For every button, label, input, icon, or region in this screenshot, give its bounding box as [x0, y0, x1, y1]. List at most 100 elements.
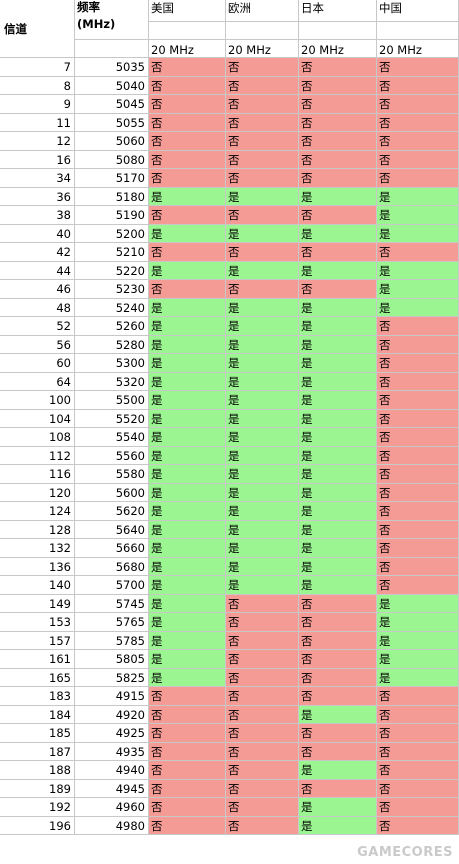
- header-frequency[interactable]: 频率 (MHz): [75, 0, 149, 40]
- cell-allowed-jp[interactable]: 是: [299, 372, 377, 391]
- cell-allowed-eu[interactable]: 是: [226, 372, 299, 391]
- cell-allowed-eu[interactable]: 否: [226, 95, 299, 114]
- cell-allowed-jp[interactable]: 否: [299, 132, 377, 151]
- cell-allowed-cn[interactable]: 否: [377, 428, 459, 447]
- cell-allowed-eu[interactable]: 否: [226, 705, 299, 724]
- cell-allowed-us[interactable]: 是: [149, 446, 226, 465]
- cell-frequency[interactable]: 5055: [75, 113, 149, 132]
- cell-allowed-jp[interactable]: 是: [299, 520, 377, 539]
- cell-allowed-eu[interactable]: 否: [226, 650, 299, 669]
- cell-allowed-cn[interactable]: 是: [377, 206, 459, 225]
- cell-allowed-us[interactable]: 否: [149, 150, 226, 169]
- cell-allowed-eu[interactable]: 否: [226, 280, 299, 299]
- cell-channel[interactable]: 7: [0, 58, 75, 77]
- cell-allowed-eu[interactable]: 否: [226, 687, 299, 706]
- cell-allowed-cn[interactable]: 是: [377, 224, 459, 243]
- cell-allowed-cn[interactable]: 是: [377, 261, 459, 280]
- cell-allowed-eu[interactable]: 是: [226, 298, 299, 317]
- cell-frequency[interactable]: 5300: [75, 354, 149, 373]
- cell-allowed-cn[interactable]: 否: [377, 687, 459, 706]
- cell-channel[interactable]: 165: [0, 668, 75, 687]
- cell-allowed-eu[interactable]: 否: [226, 206, 299, 225]
- cell-allowed-jp[interactable]: 否: [299, 687, 377, 706]
- cell-allowed-cn[interactable]: 是: [377, 631, 459, 650]
- cell-allowed-eu[interactable]: 是: [226, 428, 299, 447]
- cell-allowed-jp[interactable]: 是: [299, 187, 377, 206]
- cell-allowed-jp[interactable]: 否: [299, 58, 377, 77]
- cell-allowed-us[interactable]: 否: [149, 243, 226, 262]
- cell-allowed-cn[interactable]: 否: [377, 779, 459, 798]
- cell-allowed-jp[interactable]: 否: [299, 668, 377, 687]
- cell-allowed-eu[interactable]: 否: [226, 631, 299, 650]
- cell-allowed-cn[interactable]: 否: [377, 520, 459, 539]
- cell-allowed-cn[interactable]: 否: [377, 169, 459, 188]
- cell-allowed-us[interactable]: 是: [149, 594, 226, 613]
- cell-frequency[interactable]: 5660: [75, 539, 149, 558]
- cell-frequency[interactable]: 5040: [75, 76, 149, 95]
- cell-frequency[interactable]: 5170: [75, 169, 149, 188]
- cell-allowed-eu[interactable]: 否: [226, 58, 299, 77]
- cell-allowed-cn[interactable]: 否: [377, 761, 459, 780]
- cell-channel[interactable]: 140: [0, 576, 75, 595]
- cell-allowed-us[interactable]: 是: [149, 335, 226, 354]
- cell-allowed-eu[interactable]: 否: [226, 613, 299, 632]
- cell-channel[interactable]: 185: [0, 724, 75, 743]
- cell-allowed-jp[interactable]: 是: [299, 354, 377, 373]
- cell-allowed-us[interactable]: 是: [149, 483, 226, 502]
- cell-allowed-jp[interactable]: 是: [299, 317, 377, 336]
- cell-allowed-us[interactable]: 是: [149, 224, 226, 243]
- cell-allowed-jp[interactable]: 是: [299, 428, 377, 447]
- cell-allowed-us[interactable]: 否: [149, 58, 226, 77]
- cell-allowed-us[interactable]: 是: [149, 539, 226, 558]
- cell-allowed-us[interactable]: 是: [149, 354, 226, 373]
- cell-allowed-eu[interactable]: 是: [226, 576, 299, 595]
- cell-allowed-cn[interactable]: 否: [377, 576, 459, 595]
- cell-channel[interactable]: 12: [0, 132, 75, 151]
- cell-allowed-cn[interactable]: 否: [377, 354, 459, 373]
- cell-allowed-jp[interactable]: 否: [299, 150, 377, 169]
- cell-channel[interactable]: 34: [0, 169, 75, 188]
- cell-frequency[interactable]: 5280: [75, 335, 149, 354]
- cell-channel[interactable]: 48: [0, 298, 75, 317]
- cell-frequency[interactable]: 5600: [75, 483, 149, 502]
- cell-allowed-us[interactable]: 否: [149, 742, 226, 761]
- cell-allowed-cn[interactable]: 否: [377, 502, 459, 521]
- cell-allowed-jp[interactable]: 否: [299, 613, 377, 632]
- cell-allowed-cn[interactable]: 否: [377, 95, 459, 114]
- cell-allowed-jp[interactable]: 是: [299, 261, 377, 280]
- header-bandwidth-jp[interactable]: 20 MHz: [299, 40, 377, 58]
- cell-frequency[interactable]: 5200: [75, 224, 149, 243]
- cell-allowed-us[interactable]: 是: [149, 391, 226, 410]
- cell-allowed-jp[interactable]: 否: [299, 650, 377, 669]
- cell-allowed-cn[interactable]: 否: [377, 557, 459, 576]
- cell-allowed-jp[interactable]: 否: [299, 779, 377, 798]
- cell-allowed-us[interactable]: 否: [149, 705, 226, 724]
- cell-frequency[interactable]: 5220: [75, 261, 149, 280]
- cell-channel[interactable]: 56: [0, 335, 75, 354]
- cell-allowed-jp[interactable]: 是: [299, 816, 377, 835]
- cell-allowed-us[interactable]: 是: [149, 576, 226, 595]
- cell-frequency[interactable]: 5320: [75, 372, 149, 391]
- cell-allowed-eu[interactable]: 是: [226, 187, 299, 206]
- cell-frequency[interactable]: 5060: [75, 132, 149, 151]
- cell-allowed-cn[interactable]: 否: [377, 76, 459, 95]
- cell-allowed-us[interactable]: 是: [149, 317, 226, 336]
- cell-allowed-us[interactable]: 否: [149, 169, 226, 188]
- cell-allowed-us[interactable]: 否: [149, 687, 226, 706]
- cell-channel[interactable]: 16: [0, 150, 75, 169]
- cell-allowed-us[interactable]: 否: [149, 724, 226, 743]
- cell-frequency[interactable]: 5520: [75, 409, 149, 428]
- cell-channel[interactable]: 188: [0, 761, 75, 780]
- cell-channel[interactable]: 149: [0, 594, 75, 613]
- cell-allowed-eu[interactable]: 否: [226, 243, 299, 262]
- cell-allowed-cn[interactable]: 否: [377, 335, 459, 354]
- cell-allowed-cn[interactable]: 是: [377, 298, 459, 317]
- cell-frequency[interactable]: 5745: [75, 594, 149, 613]
- cell-allowed-cn[interactable]: 否: [377, 243, 459, 262]
- cell-allowed-us[interactable]: 是: [149, 520, 226, 539]
- cell-allowed-us[interactable]: 是: [149, 428, 226, 447]
- cell-allowed-eu[interactable]: 是: [226, 335, 299, 354]
- cell-allowed-cn[interactable]: 是: [377, 668, 459, 687]
- cell-channel[interactable]: 44: [0, 261, 75, 280]
- header-region-eu[interactable]: 欧洲: [226, 0, 299, 22]
